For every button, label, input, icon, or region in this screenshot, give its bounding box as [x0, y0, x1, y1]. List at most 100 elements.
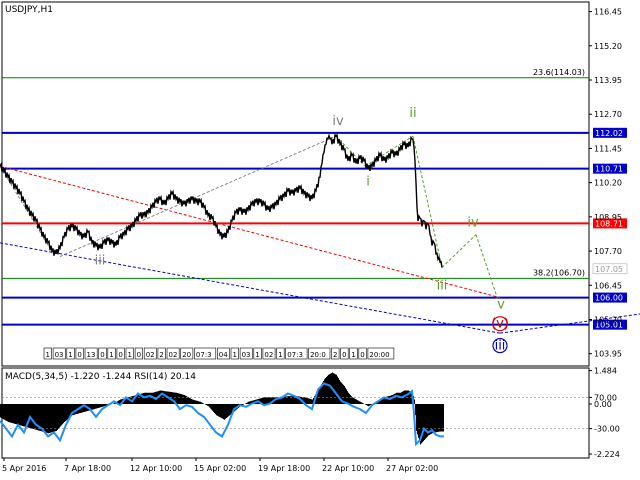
- price-tick-label: 111.45: [594, 144, 622, 153]
- session-label: 1: [109, 351, 113, 359]
- session-box: [349, 347, 358, 360]
- wave-label: iv: [332, 114, 344, 129]
- level-tag: [593, 319, 627, 330]
- price-tick-label: 105.20: [594, 315, 622, 324]
- support-resistance-layer: 112.02 110.71 108.71 106.00 105.01 107.05: [2, 127, 628, 330]
- session-label: 20: [182, 351, 191, 359]
- session-label: 0: [342, 351, 346, 359]
- session-box: [331, 347, 340, 360]
- chart-title: USDJPY,H1: [5, 5, 53, 15]
- session-box: [107, 347, 116, 360]
- session-label: 0: [100, 351, 104, 359]
- indicator-tick-label: 0.00: [594, 400, 612, 409]
- session-box: [75, 347, 84, 360]
- session-label: 07:3: [196, 351, 212, 359]
- time-axis: 5 Apr 2016 7 Apr 18:00 12 Apr 10:00 15 Apr …: [2, 458, 438, 473]
- current-price-label: 107.05: [595, 265, 623, 274]
- trend-line: [499, 313, 640, 334]
- price-tick-label: 116.45: [594, 8, 622, 17]
- session-label: 1: [351, 351, 355, 359]
- price-tick-label: 107.70: [594, 247, 622, 256]
- session-box: [308, 347, 331, 360]
- trend-line: [412, 135, 443, 268]
- session-label: 0: [137, 351, 141, 359]
- time-tick-label: 7 Apr 18:00: [64, 464, 111, 473]
- macd-layer: [0, 372, 444, 445]
- session-label: 13: [87, 351, 96, 359]
- time-tick-label: 15 Apr 02:00: [194, 464, 246, 473]
- session-label: 2: [333, 351, 337, 359]
- session-box: [157, 347, 166, 360]
- wave-label: iii: [95, 254, 106, 269]
- wave-label: v: [497, 298, 505, 313]
- session-label: 0: [360, 351, 364, 359]
- main-chart-frame: [1, 1, 590, 367]
- price-axis: 116.45 115.20 113.95 112.70 111.45 110.20 108.…: [589, 8, 622, 359]
- trend-line: [364, 135, 414, 167]
- level-label: 108.71: [595, 219, 623, 228]
- session-labels-layer: 1 03 1 0 13 0 1 0 1 0 02 2 02 20 07:3 04 1 03 1 02 1 07:3 20:0…: [43, 347, 395, 360]
- session-box: [276, 347, 285, 360]
- session-box: [166, 347, 180, 360]
- session-box: [180, 347, 194, 360]
- level-label: 105.01: [595, 321, 623, 330]
- indicator-tick-label: 1.484: [594, 367, 617, 376]
- price-tick-label: 113.95: [594, 76, 622, 85]
- session-label: 1: [233, 351, 237, 359]
- session-label: 1: [255, 351, 259, 359]
- session-label: 03: [242, 351, 251, 359]
- session-label: 04: [219, 351, 228, 359]
- wave-circle: [492, 337, 508, 354]
- session-box: [84, 347, 98, 360]
- session-box: [52, 347, 66, 360]
- session-label: 20:00: [369, 351, 389, 359]
- level-label: 110.71: [595, 165, 623, 174]
- session-box: [253, 347, 262, 360]
- price-tick-label: 108.95: [594, 213, 622, 222]
- session-box: [66, 347, 75, 360]
- session-box: [194, 347, 217, 360]
- fib-label: 23.6(114.03): [533, 68, 585, 77]
- session-box: [367, 347, 395, 360]
- price-line: [0, 133, 443, 268]
- trend-lines-layer: [0, 135, 640, 334]
- trend-line: [475, 234, 501, 306]
- level-tag: [593, 218, 627, 229]
- indicator-tick-label: -30.00: [594, 425, 620, 434]
- session-box: [116, 347, 125, 360]
- indicator-axis: 1.484 70.000.00 -30.00 -2.224: [589, 367, 620, 459]
- session-box: [230, 347, 239, 360]
- session-label: 02: [146, 351, 155, 359]
- wave-circle: [492, 316, 508, 332]
- session-box: [239, 347, 253, 360]
- time-tick-label: 19 Apr 18:00: [258, 464, 310, 473]
- session-label: 02: [169, 351, 178, 359]
- current-price-tag: [592, 263, 628, 275]
- trend-line: [441, 234, 477, 268]
- session-label: 03: [55, 351, 64, 359]
- session-box: [358, 347, 367, 360]
- price-tick-label: 112.70: [594, 110, 622, 119]
- level-tag: [593, 163, 627, 174]
- session-box: [217, 347, 230, 360]
- session-label: 02: [264, 351, 273, 359]
- time-tick-label: 22 Apr 10:00: [322, 464, 374, 473]
- wave-label: iv: [467, 215, 479, 230]
- indicator-title: MACD(5,34,5) -1.220 -1.244 RSI(14) 20.14: [5, 372, 196, 382]
- time-tick-label: 27 Apr 02:00: [386, 464, 438, 473]
- session-box: [143, 347, 157, 360]
- level-label: 106.00: [595, 294, 623, 303]
- wave-label: i: [366, 174, 370, 189]
- session-label: 07:3: [287, 351, 303, 359]
- wave-label: iii: [495, 339, 506, 354]
- time-tick-label: 12 Apr 10:00: [130, 464, 182, 473]
- session-box: [98, 347, 107, 360]
- wave-label: (v): [491, 317, 509, 332]
- wave-label: ii: [409, 106, 416, 121]
- session-box: [125, 347, 134, 360]
- session-box: [285, 347, 308, 360]
- session-box: [262, 347, 276, 360]
